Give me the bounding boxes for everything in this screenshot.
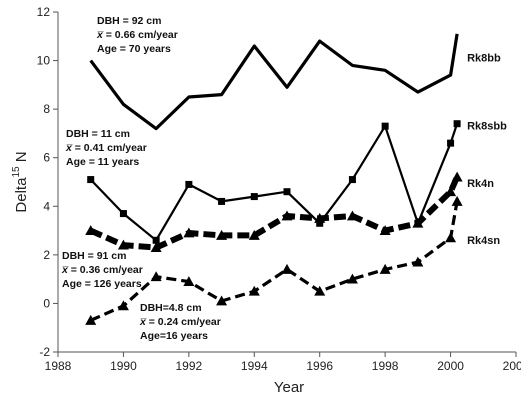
annotation-rk4sn-age: Age=16 years xyxy=(140,330,208,342)
x-tick-label-1998: 1998 xyxy=(372,359,399,373)
series-point-rk8sbb-11 xyxy=(447,139,455,147)
series-point-rk4n-1 xyxy=(117,239,129,250)
x-tick-label-1994: 1994 xyxy=(241,359,268,373)
y-tick-label--2: -2 xyxy=(39,345,50,359)
series-label-rk8sbb: Rk8sbb xyxy=(467,121,507,133)
x-tick-label-1992: 1992 xyxy=(176,359,203,373)
series-point-rk4n-12 xyxy=(451,171,463,182)
series-line-rk4n xyxy=(89,175,460,251)
series-point-rk8sbb-9 xyxy=(381,122,389,130)
annotation-rk8sbb-rate-value: = 0.41 cm/year xyxy=(72,142,147,154)
annotation-rk4n-dbh: DBH = 91 cm xyxy=(62,250,127,262)
series-rk4n xyxy=(85,171,463,252)
series-point-rk8sbb-0 xyxy=(87,176,95,184)
annotation-rk4n-rate: x̅ = 0.36 cm/year xyxy=(61,264,143,276)
y-tick-label-2: 2 xyxy=(43,248,50,262)
series-point-rk4n-4 xyxy=(216,229,228,240)
annotation-rk4sn-rate-symbol: x̅ xyxy=(139,316,148,328)
series-point-rk4sn-8 xyxy=(346,273,358,284)
series-point-rk8sbb-1 xyxy=(119,210,127,218)
series-point-rk4n-10 xyxy=(412,217,424,228)
annotation-rk8bb-dbh: DBH = 92 cm xyxy=(97,15,162,27)
series-point-rk8sbb-5 xyxy=(250,193,258,201)
series-point-rk8sbb-8 xyxy=(348,176,356,184)
series-point-rk4n-7 xyxy=(314,212,326,223)
annotation-rk8sbb-age: Age = 11 years xyxy=(66,156,139,168)
x-axis-title: Year xyxy=(274,379,304,396)
series-point-rk4n-5 xyxy=(248,229,260,240)
series-point-rk8sbb-2 xyxy=(152,236,160,244)
annotation-rk8sbb-dbh: DBH = 11 cm xyxy=(66,128,130,140)
series-label-rk8bb: Rk8bb xyxy=(467,52,501,64)
series-point-rk4sn-9 xyxy=(379,263,391,274)
series-point-rk4sn-10 xyxy=(412,256,424,267)
series-rk4sn xyxy=(85,195,463,325)
series-point-rk4n-9 xyxy=(379,225,391,235)
series-point-rk8sbb-12 xyxy=(453,120,461,128)
series-point-rk4sn-6 xyxy=(281,263,293,274)
axes: -2 0 2 4 6 8 10 12 1988 1990 1992 1994 1996 1998 2000 2… xyxy=(37,5,521,373)
series-point-rk4sn-0 xyxy=(85,314,97,325)
y-tick-label-8: 8 xyxy=(43,102,50,116)
annotation-rk8bb-age: Age = 70 years xyxy=(97,43,171,55)
series-point-rk8sbb-3 xyxy=(185,180,193,188)
annotation-rk8sbb: DBH = 11 cm x̅ = 0.41 cm/year Age = 11 y… xyxy=(65,128,147,168)
series-point-rk4n-8 xyxy=(346,210,358,221)
series-point-rk8sbb-6 xyxy=(283,188,291,196)
y-tick-label-6: 6 xyxy=(43,151,50,165)
series-label-rk4sn: Rk4sn xyxy=(467,235,500,247)
y-axis-title-main: Delta xyxy=(13,177,30,213)
labels-layer: Rk8bb Rk8sbb Rk4n Rk4sn xyxy=(467,52,507,247)
y-tick-label-12: 12 xyxy=(37,5,51,19)
y-tick-label-10: 10 xyxy=(37,54,51,68)
annotation-rk4sn: DBH=4.8 cm x̅ = 0.24 cm/year Age=16 year… xyxy=(139,302,221,342)
series-point-rk4sn-12 xyxy=(451,195,463,206)
x-tick-label-2002: 2002 xyxy=(503,359,521,373)
x-tick-label-1996: 1996 xyxy=(306,359,333,373)
series-label-rk4n: Rk4n xyxy=(467,178,494,190)
annotation-rk4n-rate-symbol: x̅ xyxy=(61,264,70,276)
series-point-rk8sbb-7 xyxy=(316,219,324,227)
y-tick-label-4: 4 xyxy=(43,199,50,213)
annotation-rk4sn-rate-value: = 0.24 cm/year xyxy=(146,316,221,328)
series-point-rk8sbb-4 xyxy=(218,197,226,205)
annotation-rk4n-age: Age = 126 years xyxy=(62,278,142,290)
series-rk8bb xyxy=(89,33,459,131)
series-layer xyxy=(85,33,463,325)
series-point-rk4n-3 xyxy=(183,227,195,238)
y-tick-label-0: 0 xyxy=(43,296,50,310)
series-point-rk4sn-4 xyxy=(216,295,228,306)
y-axis-title-superscript: 15 xyxy=(11,166,22,178)
y-axis-title: Delta15 N xyxy=(11,151,30,212)
series-point-rk4n-0 xyxy=(85,225,97,235)
series-point-rk4sn-1 xyxy=(117,300,129,311)
series-point-rk4n-2 xyxy=(150,242,162,252)
x-tick-label-1990: 1990 xyxy=(110,359,137,373)
x-tick-label-2000: 2000 xyxy=(437,359,464,373)
annotation-rk4sn-dbh: DBH=4.8 cm xyxy=(140,302,202,314)
x-tick-label-1988: 1988 xyxy=(45,359,72,373)
annotation-rk8bb-rate-value: = 0.66 cm/year xyxy=(103,29,178,41)
annotation-rk8bb: DBH = 92 cm x̅ = 0.66 cm/year Age = 70 y… xyxy=(96,15,178,55)
annotation-rk8bb-rate: x̅ = 0.66 cm/year xyxy=(96,29,178,41)
annotation-rk4n-rate-value: = 0.36 cm/year xyxy=(68,264,143,276)
annotation-rk8sbb-rate-symbol: x̅ xyxy=(65,142,74,154)
y-axis-title-tail: N xyxy=(13,151,30,166)
series-point-rk4sn-2 xyxy=(150,271,162,282)
annotation-rk8bb-rate-symbol: x̅ xyxy=(96,29,105,41)
series-point-rk4sn-11 xyxy=(445,232,457,243)
series-point-rk4n-6 xyxy=(281,210,293,221)
series-point-rk4n-11 xyxy=(445,186,457,197)
series-point-rk4sn-5 xyxy=(248,285,260,296)
annotation-rk8sbb-rate: x̅ = 0.41 cm/year xyxy=(65,142,147,154)
series-line-rk8bb xyxy=(89,33,459,131)
annotation-rk4n: DBH = 91 cm x̅ = 0.36 cm/year Age = 126 … xyxy=(61,250,143,290)
series-point-rk4sn-7 xyxy=(314,285,326,296)
annotation-rk4sn-rate: x̅ = 0.24 cm/year xyxy=(139,316,221,328)
series-point-rk4sn-3 xyxy=(183,276,195,286)
